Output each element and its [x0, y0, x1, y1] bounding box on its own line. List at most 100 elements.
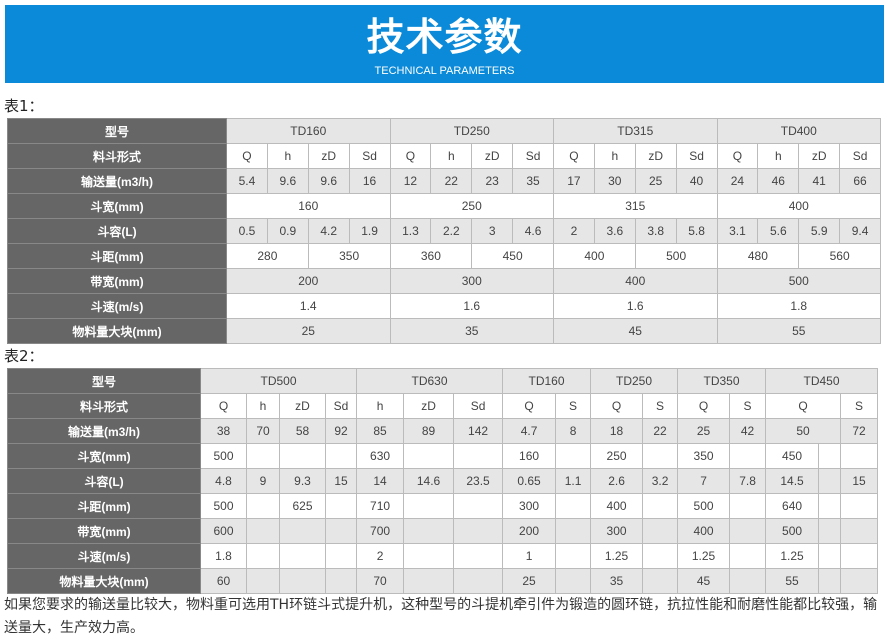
table-cell: 14.6: [403, 468, 455, 494]
table-cell: [555, 518, 592, 544]
table-cell: 0.65: [502, 468, 557, 494]
table-cell: zD: [471, 143, 514, 169]
table-cell: h: [757, 143, 800, 169]
table-cell: S: [840, 393, 879, 419]
model-header-cell: TD315: [553, 118, 718, 144]
table-cell: 350: [307, 243, 391, 269]
table-cell: [403, 568, 455, 594]
row-label: 物料量大块(mm): [7, 568, 201, 594]
table-cell: 400: [716, 193, 881, 219]
table-cell: 4.7: [502, 418, 557, 444]
table-cell: 7.8: [729, 468, 767, 494]
table-cell: 70: [356, 568, 405, 594]
row-label: 斗宽(mm): [7, 443, 201, 469]
table-cell: [453, 568, 504, 594]
table-cell: [246, 518, 280, 544]
model-header-cell: TD630: [356, 368, 504, 394]
table-cell: Sd: [348, 143, 391, 169]
table-cell: [555, 493, 592, 519]
row-label: 带宽(mm): [7, 518, 201, 544]
table-cell: 8: [555, 418, 592, 444]
table-cell: [840, 518, 879, 544]
table-row: 斗速(m/s) 1.8 2 1 1.25 1.25 1.25: [7, 543, 879, 569]
table-cell: 500: [634, 243, 718, 269]
table-cell: Sd: [453, 393, 504, 419]
table-cell: [403, 493, 455, 519]
table-cell: 400: [677, 518, 731, 544]
table-cell: 46: [757, 168, 800, 194]
table-cell: 18: [590, 418, 644, 444]
table-cell: 85: [356, 418, 405, 444]
table-cell: [642, 518, 679, 544]
table-cell: Q: [553, 143, 595, 169]
table-cell: 1.8: [716, 293, 881, 319]
row-label: 物料量大块(mm): [7, 318, 227, 344]
table-cell: 25: [634, 168, 677, 194]
table-cell: 315: [553, 193, 718, 219]
row-label: 输送量(m3/h): [7, 168, 227, 194]
table-cell: [279, 518, 326, 544]
page-subtitle: TECHNICAL PARAMETERS: [374, 65, 515, 77]
table-cell: 3.8: [634, 218, 677, 244]
table-cell: Sd: [324, 393, 358, 419]
table-cell: Q: [765, 393, 842, 419]
table-cell: 300: [389, 268, 554, 294]
table1-caption: 表1：: [4, 97, 44, 115]
table-cell: [840, 568, 879, 594]
table-cell: 40: [675, 168, 718, 194]
table-cell: h: [266, 143, 309, 169]
table-cell: 9: [246, 468, 280, 494]
table-cell: [453, 518, 504, 544]
table-cell: [729, 543, 767, 569]
table-cell: 400: [553, 243, 636, 269]
table-cell: 300: [590, 518, 644, 544]
table-cell: 500: [200, 493, 247, 519]
table-cell: [840, 443, 879, 469]
table-cell: h: [246, 393, 280, 419]
table-cell: 4.8: [200, 468, 247, 494]
table-cell: 3.6: [593, 218, 636, 244]
table-cell: 17: [553, 168, 595, 194]
table-row: 斗宽(mm) 500 630 160 250 350 450: [7, 443, 879, 469]
table-cell: 4.2: [307, 218, 350, 244]
table-cell: 400: [590, 493, 644, 519]
table-cell: [453, 493, 504, 519]
table-header-row: 型号 TD160 TD250 TD315 TD400: [7, 118, 881, 144]
table-cell: 35: [590, 568, 644, 594]
table-cell: 55: [716, 318, 881, 344]
table-cell: 640: [765, 493, 820, 519]
table-cell: 9.6: [307, 168, 350, 194]
table-cell: Sd: [839, 143, 881, 169]
table-cell: S: [729, 393, 767, 419]
table-row: 斗容(L) 4.8 9 9.3 15 14 14.6 23.5 0.65 1.1 2.6 3.2 7 7.…: [7, 468, 879, 494]
table-cell: 250: [590, 443, 644, 469]
table-row: 带宽(mm) 600 700 200 300 400 500: [7, 518, 879, 544]
row-label: 斗宽(mm): [7, 193, 227, 219]
table-cell: [642, 443, 679, 469]
table-cell: 3.2: [642, 468, 679, 494]
table-row: 斗速(m/s) 1.4 1.6 1.6 1.8: [7, 293, 881, 319]
table-row: 斗容(L) 0.5 0.9 4.2 1.9 1.3 2.2 3 4.6 2 3.6 3.8 5.8 3.1…: [7, 218, 881, 244]
table-cell: [729, 518, 767, 544]
table-cell: [642, 493, 679, 519]
table-cell: 200: [502, 518, 557, 544]
table-cell: 450: [765, 443, 820, 469]
table-cell: zD: [307, 143, 350, 169]
table-cell: 5.8: [675, 218, 718, 244]
model-header-cell: TD250: [389, 118, 554, 144]
table-cell: 12: [389, 168, 432, 194]
table-cell: [403, 518, 455, 544]
row-label: 带宽(mm): [7, 268, 227, 294]
table-cell: 142: [453, 418, 504, 444]
table-cell: 0.9: [266, 218, 309, 244]
table-cell: zD: [403, 393, 455, 419]
description-note: 如果您要求的输送量比较大，物料重可选用TH环链斗式提升机，这种型号的斗提机牵引件…: [4, 597, 878, 636]
table-cell: 1.9: [348, 218, 391, 244]
table-cell: [324, 493, 358, 519]
model-header-cell: TD160: [226, 118, 391, 144]
table-cell: Q: [590, 393, 644, 419]
table-cell: 89: [403, 418, 455, 444]
table-cell: 500: [765, 518, 820, 544]
